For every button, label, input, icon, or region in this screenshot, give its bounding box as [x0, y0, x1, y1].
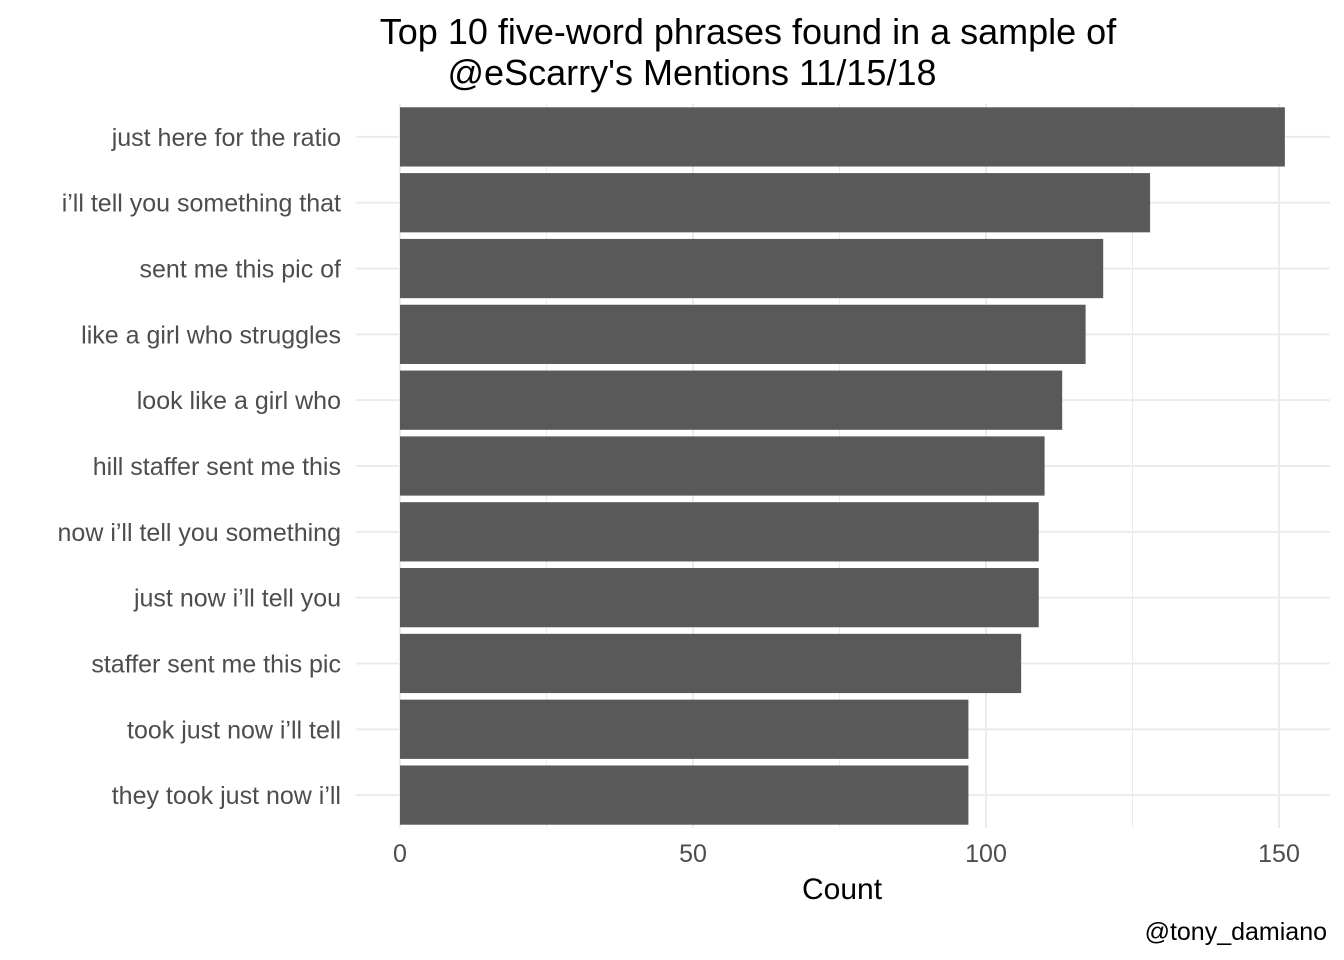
y-axis-tick-labels: just here for the ratio i’ll tell you som… [58, 124, 342, 810]
x-tick-label: 0 [393, 840, 407, 868]
chart-title-line-2: @eScarry's Mentions 11/15/18 [448, 52, 937, 93]
x-axis-tick-labels: 0 50 100 150 [393, 840, 1300, 868]
y-tick-label: look like a girl who [137, 387, 341, 415]
chart-caption: @tony_damiano [1145, 918, 1327, 946]
bar [400, 502, 1039, 562]
bar [400, 568, 1039, 628]
bar [400, 370, 1063, 430]
bar [400, 633, 1022, 694]
y-tick-label: sent me this pic of [140, 256, 342, 284]
y-tick-label: staffer sent me this pic [91, 650, 341, 678]
y-tick-label: like a girl who struggles [81, 321, 341, 349]
y-tick-label: hill staffer sent me this [93, 453, 341, 481]
y-tick-label: now i’ll tell you something [58, 519, 341, 547]
y-tick-label: they took just now i’ll [112, 782, 341, 810]
bar [400, 173, 1151, 233]
bar [400, 238, 1104, 299]
y-tick-label: just here for the ratio [111, 124, 341, 152]
x-tick-label: 150 [1258, 840, 1300, 868]
chart-title: Top 10 five-word phrases found in a samp… [380, 11, 1117, 93]
bar [400, 765, 969, 825]
bar [400, 436, 1045, 496]
bar [400, 304, 1086, 364]
bar [400, 699, 969, 759]
y-tick-label: i’ll tell you something that [62, 190, 341, 218]
y-tick-label: just now i’ll tell you [133, 585, 341, 613]
chart-title-line-1: Top 10 five-word phrases found in a samp… [380, 11, 1117, 52]
x-tick-label: 50 [679, 840, 707, 868]
bar [400, 107, 1285, 167]
x-tick-label: 100 [965, 840, 1007, 868]
x-axis-title: Count [802, 873, 883, 906]
y-tick-label: took just now i’ll tell [127, 716, 341, 744]
bars [400, 107, 1285, 825]
